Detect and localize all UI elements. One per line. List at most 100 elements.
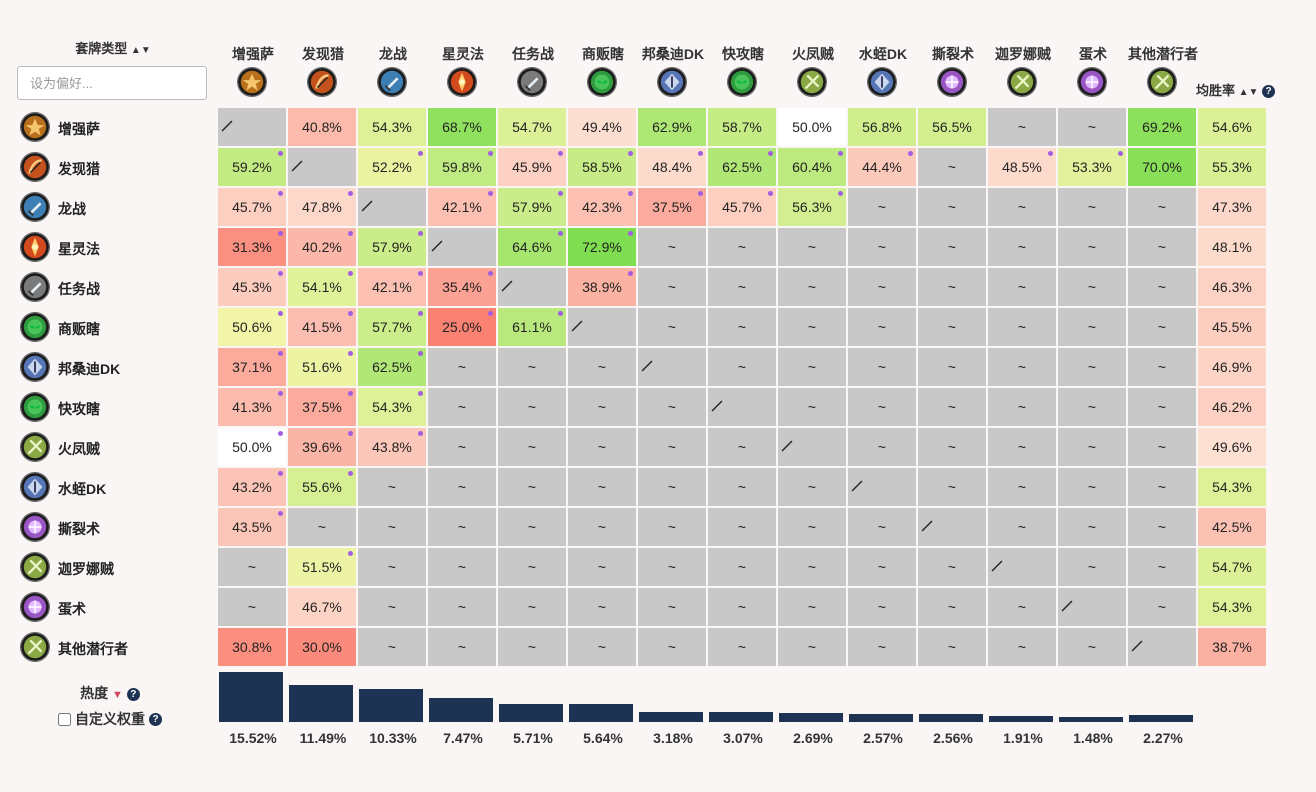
column-header[interactable]: 发现猎 — [302, 46, 344, 62]
matchup-cell[interactable]: 58.7% — [708, 108, 776, 146]
matchup-cell[interactable]: ~ — [638, 628, 706, 666]
mirror-cell[interactable] — [358, 188, 426, 226]
matchup-cell[interactable]: ~ — [918, 228, 986, 266]
matchup-cell[interactable]: ~ — [918, 468, 986, 506]
row-label[interactable]: 星灵法 — [58, 241, 100, 257]
column-header[interactable]: 水蛭DK — [858, 46, 908, 62]
matchup-cell[interactable]: 51.6% — [288, 348, 356, 386]
help-icon[interactable]: ? — [149, 712, 162, 726]
matchup-cell[interactable]: ~ — [638, 228, 706, 266]
matchup-cell[interactable]: ~ — [988, 188, 1056, 226]
mirror-cell[interactable] — [848, 468, 916, 506]
matchup-cell[interactable]: ~ — [218, 588, 286, 626]
matchup-cell[interactable]: ~ — [1128, 468, 1196, 506]
matchup-cell[interactable]: 43.5% — [218, 508, 286, 546]
matchup-cell[interactable]: ~ — [428, 588, 496, 626]
row-label[interactable]: 火凤贼 — [58, 441, 100, 457]
matchup-cell[interactable]: ~ — [428, 548, 496, 586]
matchup-cell[interactable]: 53.3% — [1058, 148, 1126, 186]
matchup-cell[interactable]: ~ — [498, 428, 566, 466]
matchup-cell[interactable]: ~ — [708, 268, 776, 306]
row-label[interactable]: 迦罗娜贼 — [58, 561, 114, 577]
matchup-cell[interactable]: 46.7% — [288, 588, 356, 626]
preference-input[interactable] — [17, 66, 207, 100]
mirror-cell[interactable] — [918, 508, 986, 546]
matchup-cell[interactable]: ~ — [988, 388, 1056, 426]
matchup-cell[interactable]: ~ — [988, 628, 1056, 666]
matchup-cell[interactable]: 45.9% — [498, 148, 566, 186]
matchup-cell[interactable]: ~ — [988, 428, 1056, 466]
matchup-cell[interactable]: ~ — [848, 588, 916, 626]
matchup-cell[interactable]: ~ — [428, 468, 496, 506]
matchup-cell[interactable]: ~ — [778, 388, 846, 426]
matchup-cell[interactable]: 59.8% — [428, 148, 496, 186]
matchup-cell[interactable]: ~ — [778, 508, 846, 546]
matchup-cell[interactable]: 62.9% — [638, 108, 706, 146]
matchup-cell[interactable]: ~ — [1058, 268, 1126, 306]
matchup-cell[interactable]: ~ — [708, 628, 776, 666]
matchup-cell[interactable]: ~ — [708, 508, 776, 546]
matchup-cell[interactable]: ~ — [708, 308, 776, 346]
mirror-cell[interactable] — [218, 108, 286, 146]
matchup-cell[interactable]: 48.5% — [988, 148, 1056, 186]
matchup-cell[interactable]: 54.1% — [288, 268, 356, 306]
matchup-cell[interactable]: ~ — [428, 388, 496, 426]
matchup-cell[interactable]: 50.0% — [778, 108, 846, 146]
matchup-cell[interactable]: ~ — [1058, 108, 1126, 146]
matchup-cell[interactable]: 51.5% — [288, 548, 356, 586]
matchup-cell[interactable]: ~ — [988, 108, 1056, 146]
row-label[interactable]: 增强萨 — [58, 121, 100, 137]
matchup-cell[interactable]: 37.5% — [288, 388, 356, 426]
matchup-cell[interactable]: ~ — [918, 188, 986, 226]
column-header[interactable]: 邦桑迪DK — [641, 46, 705, 62]
matchup-cell[interactable]: ~ — [708, 428, 776, 466]
matchup-cell[interactable]: ~ — [848, 628, 916, 666]
matchup-cell[interactable]: ~ — [568, 628, 636, 666]
row-label[interactable]: 邦桑迪DK — [58, 361, 121, 377]
column-header[interactable]: 商贩瞎 — [582, 46, 624, 62]
matchup-cell[interactable]: ~ — [848, 188, 916, 226]
matchup-cell[interactable]: ~ — [918, 628, 986, 666]
matchup-cell[interactable]: ~ — [568, 428, 636, 466]
matchup-cell[interactable]: 56.3% — [778, 188, 846, 226]
column-header[interactable]: 龙战 — [379, 46, 407, 62]
matchup-cell[interactable]: ~ — [1128, 588, 1196, 626]
matchup-cell[interactable]: ~ — [638, 508, 706, 546]
column-header[interactable]: 星灵法 — [442, 46, 484, 62]
matchup-cell[interactable]: 30.0% — [288, 628, 356, 666]
matchup-cell[interactable]: ~ — [988, 308, 1056, 346]
row-label[interactable]: 龙战 — [58, 201, 86, 217]
matchup-cell[interactable]: ~ — [708, 228, 776, 266]
matchup-cell[interactable]: 69.2% — [1128, 108, 1196, 146]
matchup-cell[interactable]: 48.4% — [638, 148, 706, 186]
matchup-cell[interactable]: ~ — [918, 428, 986, 466]
matchup-cell[interactable]: 47.8% — [288, 188, 356, 226]
matchup-cell[interactable]: ~ — [708, 588, 776, 626]
column-header[interactable]: 任务战 — [512, 46, 554, 62]
matchup-cell[interactable]: ~ — [428, 428, 496, 466]
matchup-cell[interactable]: 68.7% — [428, 108, 496, 146]
matchup-cell[interactable]: 41.5% — [288, 308, 356, 346]
mirror-cell[interactable] — [428, 228, 496, 266]
matchup-cell[interactable]: ~ — [358, 508, 426, 546]
matchup-cell[interactable]: 39.6% — [288, 428, 356, 466]
matchup-cell[interactable]: ~ — [428, 628, 496, 666]
matchup-cell[interactable]: 40.8% — [288, 108, 356, 146]
matchup-cell[interactable]: ~ — [918, 308, 986, 346]
matchup-cell[interactable]: 70.0% — [1128, 148, 1196, 186]
matchup-cell[interactable]: 41.3% — [218, 388, 286, 426]
matchup-cell[interactable]: ~ — [1058, 228, 1126, 266]
matchup-cell[interactable]: ~ — [428, 348, 496, 386]
matchup-cell[interactable]: ~ — [498, 588, 566, 626]
matchup-cell[interactable]: 43.2% — [218, 468, 286, 506]
matchup-cell[interactable]: ~ — [778, 628, 846, 666]
matchup-cell[interactable]: 56.5% — [918, 108, 986, 146]
matchup-cell[interactable]: ~ — [848, 388, 916, 426]
custom-weight-toggle[interactable]: 自定义权重 ? — [58, 709, 162, 729]
matchup-cell[interactable]: ~ — [918, 348, 986, 386]
matchup-cell[interactable]: 64.6% — [498, 228, 566, 266]
matchup-cell[interactable]: ~ — [1058, 388, 1126, 426]
matchup-cell[interactable]: 31.3% — [218, 228, 286, 266]
matchup-cell[interactable]: ~ — [1128, 388, 1196, 426]
column-header[interactable]: 迦罗娜贼 — [995, 46, 1051, 62]
